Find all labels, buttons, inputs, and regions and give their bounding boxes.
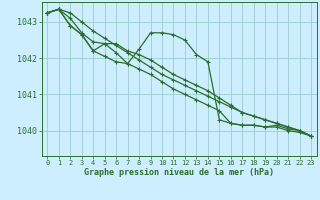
X-axis label: Graphe pression niveau de la mer (hPa): Graphe pression niveau de la mer (hPa) [84,168,274,177]
